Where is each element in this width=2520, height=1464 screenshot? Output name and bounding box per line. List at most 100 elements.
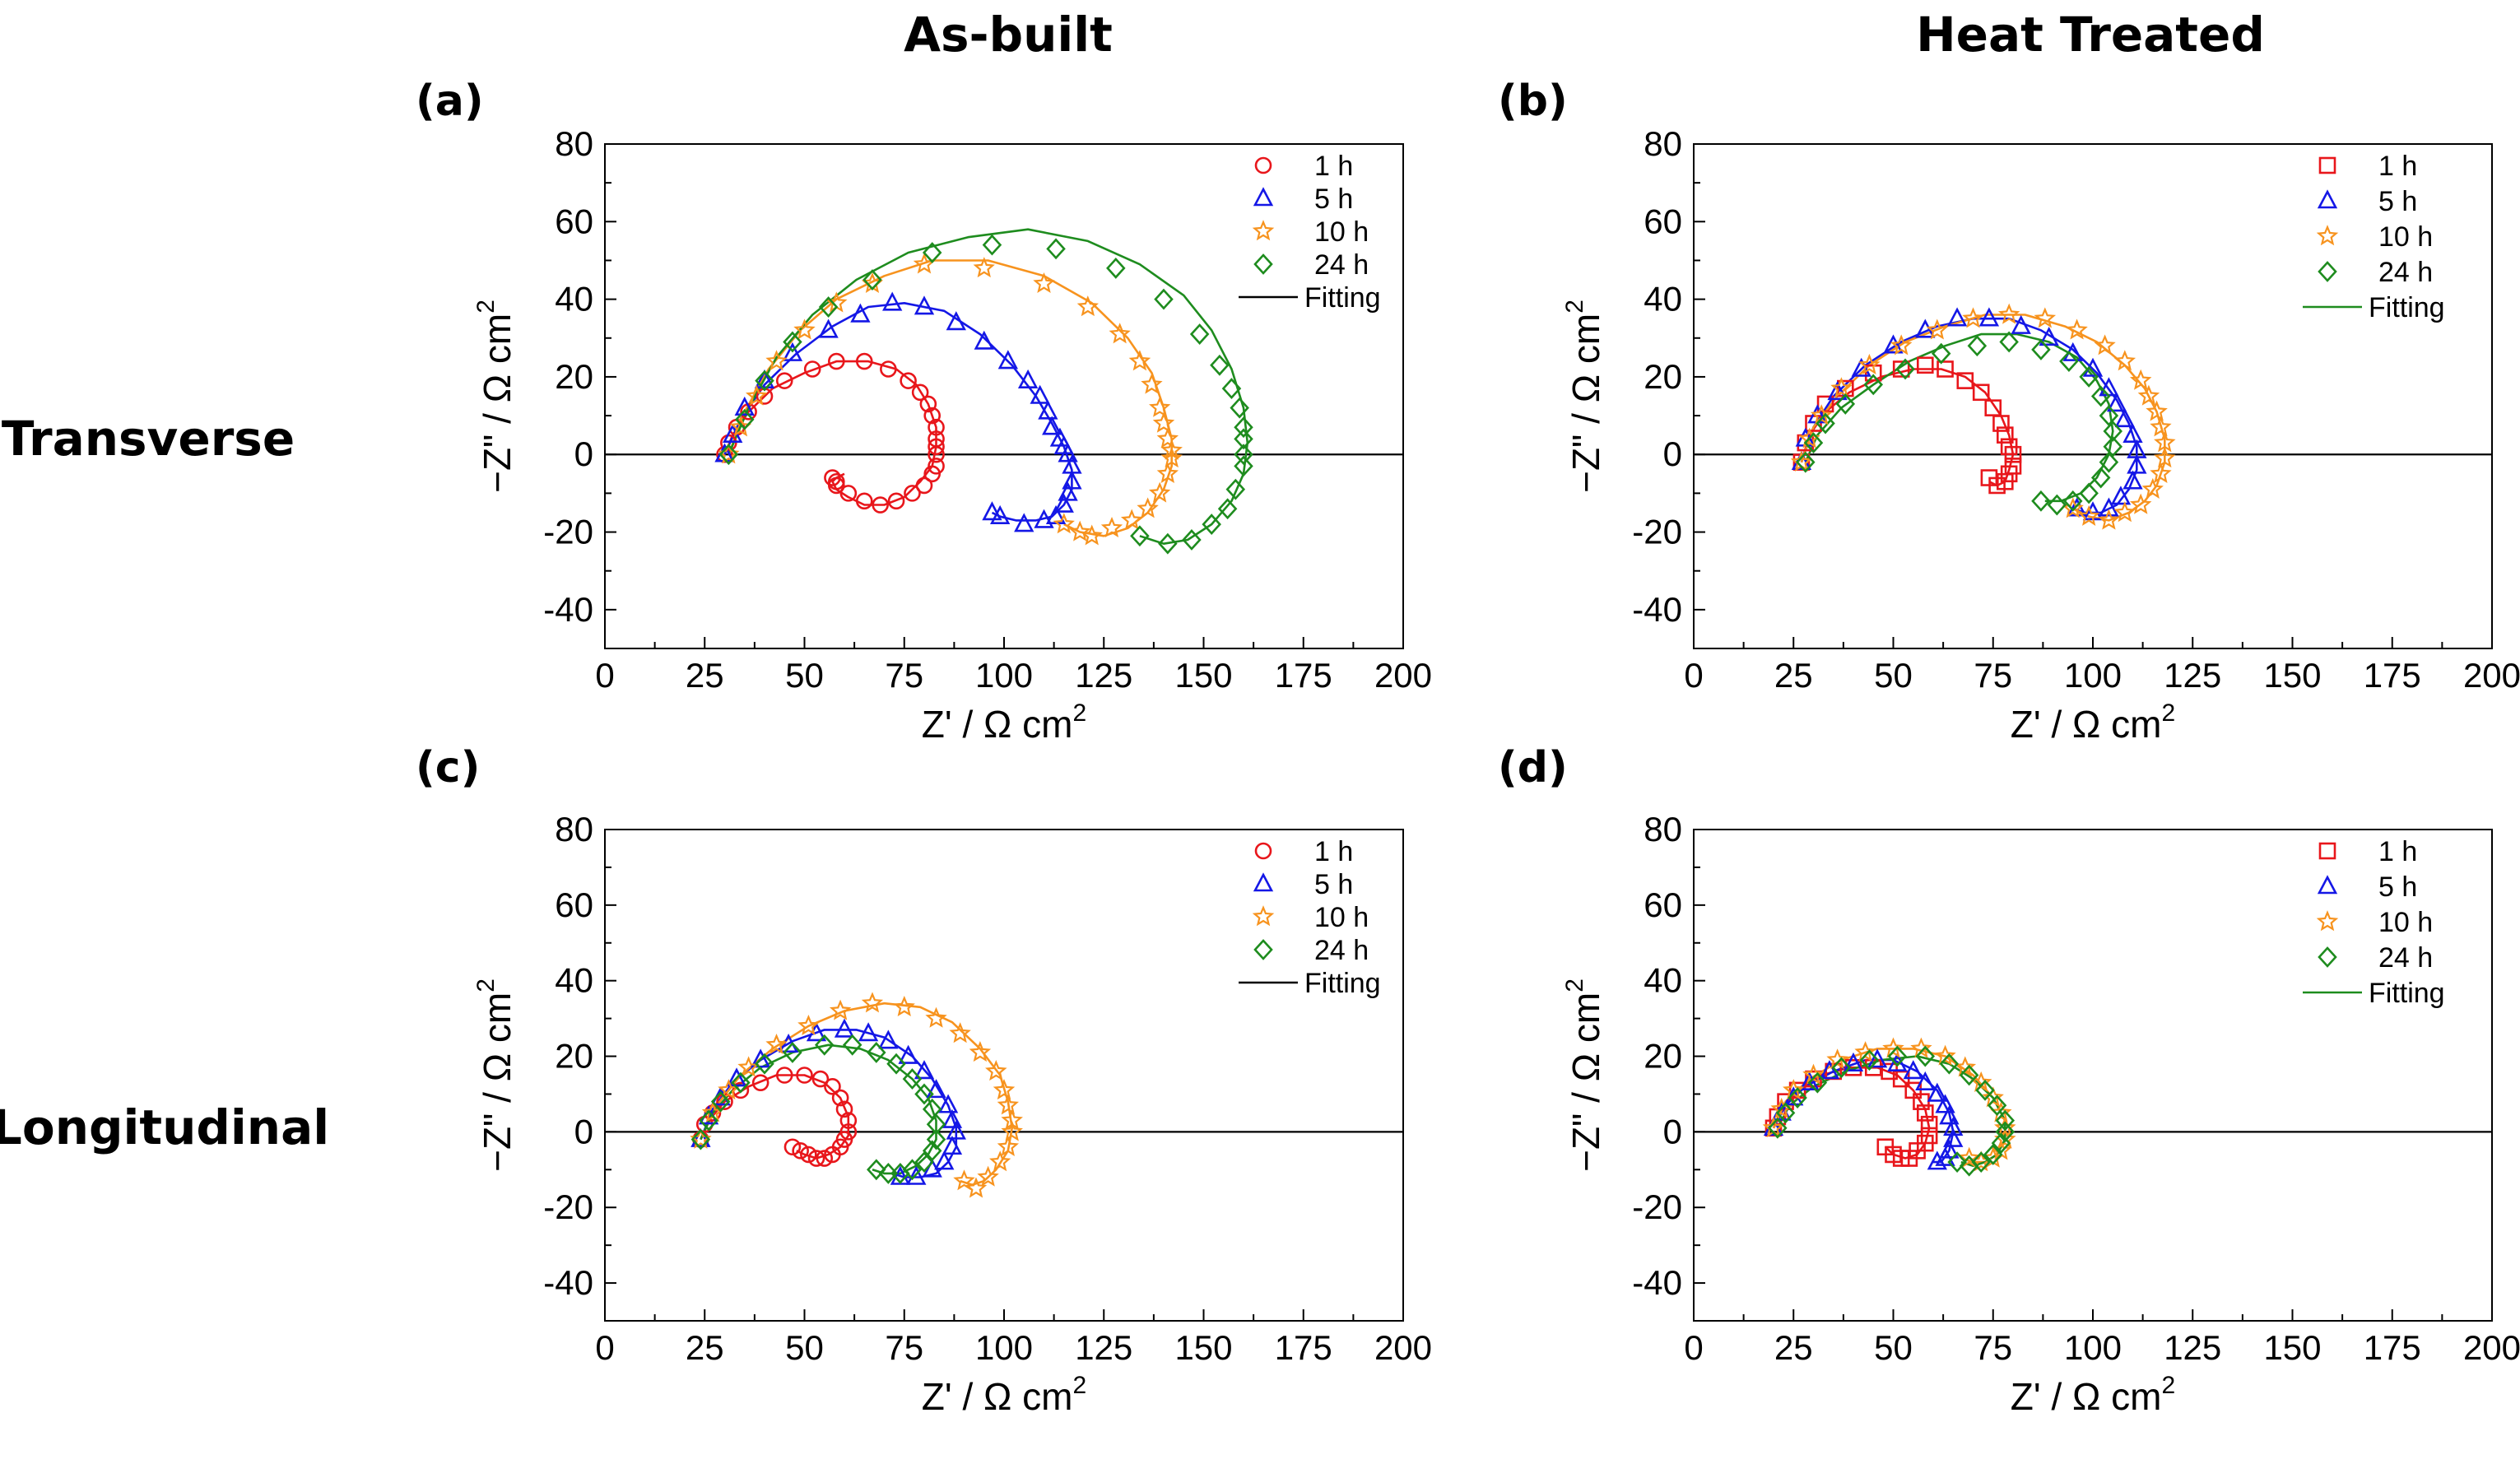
data-point bbox=[1835, 393, 1856, 415]
data-point bbox=[1062, 470, 1082, 490]
data-point bbox=[926, 1079, 946, 1099]
row-header-transverse: Transverse bbox=[2, 411, 295, 467]
data-point bbox=[946, 311, 966, 331]
x-tick-label: 0 bbox=[595, 1328, 614, 1367]
data-point bbox=[734, 408, 755, 430]
data-point bbox=[1042, 416, 1062, 435]
data-point bbox=[1959, 1064, 1979, 1086]
data-point bbox=[1038, 400, 1058, 420]
data-point bbox=[814, 1034, 835, 1056]
data-point bbox=[1160, 447, 1183, 468]
column-header-as-built: As-built bbox=[904, 7, 1113, 63]
x-tick-label: 0 bbox=[595, 656, 614, 695]
data-point bbox=[1225, 478, 1246, 500]
data-point bbox=[2106, 393, 2127, 412]
data-point bbox=[1936, 360, 1954, 378]
y-tick-label: 80 bbox=[1644, 810, 1682, 848]
data-point bbox=[1069, 520, 1091, 541]
x-axis-label-superscript: 2 bbox=[2162, 1372, 2176, 1399]
data-point bbox=[1983, 1144, 2003, 1165]
data-point bbox=[755, 369, 774, 392]
data-point bbox=[835, 1100, 853, 1118]
y-tick-label: 60 bbox=[555, 885, 593, 924]
data-point bbox=[726, 1067, 747, 1087]
data-point bbox=[1182, 529, 1202, 551]
data-point bbox=[1931, 342, 1951, 365]
data-point bbox=[1141, 373, 1163, 394]
data-point bbox=[827, 352, 845, 370]
data-point bbox=[982, 501, 1002, 521]
data-point bbox=[915, 476, 933, 495]
series-10h bbox=[718, 253, 1183, 546]
legend-label: 1 h bbox=[2378, 151, 2417, 182]
data-point bbox=[949, 1022, 971, 1043]
data-point bbox=[1975, 1079, 1995, 1101]
x-tick-label: 200 bbox=[2463, 656, 2520, 695]
data-point bbox=[816, 1150, 834, 1167]
data-point bbox=[775, 372, 793, 389]
fit-line-1h bbox=[723, 360, 937, 506]
data-point bbox=[1217, 498, 1238, 520]
data-point bbox=[737, 1056, 760, 1077]
data-point bbox=[2137, 384, 2160, 406]
legend-marker bbox=[1252, 220, 1275, 241]
x-tick-label: 175 bbox=[2364, 1328, 2421, 1367]
legend-marker bbox=[2318, 156, 2336, 174]
x-tick-label: 200 bbox=[1374, 1328, 1432, 1367]
x-tick-label: 75 bbox=[885, 1328, 923, 1367]
x-axis-label: Z' / Ω cm2 bbox=[2011, 1372, 2175, 1418]
data-point bbox=[867, 1042, 886, 1063]
data-point bbox=[1867, 1048, 1888, 1068]
data-point bbox=[750, 1048, 771, 1068]
data-point bbox=[1100, 516, 1123, 538]
data-point bbox=[734, 396, 755, 416]
x-tick-label: 125 bbox=[1075, 1328, 1132, 1367]
legend-label: 24 h bbox=[2378, 942, 2433, 974]
data-point bbox=[1148, 481, 1171, 503]
data-point bbox=[755, 1053, 774, 1075]
data-point bbox=[922, 242, 942, 263]
x-tick-label: 0 bbox=[1684, 656, 1703, 695]
data-point bbox=[2090, 467, 2111, 489]
data-point bbox=[824, 469, 841, 486]
y-axis-label-superscript: 2 bbox=[1561, 978, 1588, 992]
data-point bbox=[2146, 400, 2168, 421]
data-point bbox=[834, 1018, 855, 1038]
data-point bbox=[2004, 445, 2022, 463]
data-point bbox=[793, 318, 816, 340]
x-tick-label: 25 bbox=[1774, 656, 1813, 695]
data-point bbox=[1962, 307, 1984, 328]
data-point bbox=[1149, 396, 1171, 417]
data-point bbox=[902, 1068, 923, 1090]
y-tick-label: -40 bbox=[543, 590, 593, 629]
data-point bbox=[2114, 408, 2135, 428]
legend-marker bbox=[2316, 910, 2339, 932]
data-point bbox=[1053, 493, 1074, 513]
data-point bbox=[1980, 469, 1998, 486]
fit-line-24h bbox=[728, 228, 1249, 546]
data-point bbox=[1917, 356, 1934, 374]
data-point bbox=[2113, 350, 2136, 371]
data-point bbox=[1927, 1082, 1948, 1102]
data-point bbox=[2141, 477, 2164, 499]
data-point bbox=[1001, 1108, 1023, 1130]
data-point bbox=[855, 492, 873, 510]
data-point bbox=[2094, 334, 2116, 356]
data-point bbox=[2047, 494, 2067, 516]
panel-label: (c) bbox=[416, 743, 480, 792]
x-tick-label: 50 bbox=[785, 1328, 824, 1367]
y-tick-label: -40 bbox=[1632, 1263, 1682, 1302]
data-point bbox=[937, 1094, 959, 1113]
data-point bbox=[982, 234, 1002, 256]
data-point bbox=[2066, 318, 2088, 340]
series-10h bbox=[690, 992, 1023, 1198]
data-point bbox=[754, 369, 775, 388]
y-axis-label-text: −Z" / Ω cm bbox=[476, 992, 518, 1172]
x-tick-label: 100 bbox=[975, 656, 1033, 695]
data-point bbox=[839, 485, 858, 502]
data-point bbox=[783, 331, 802, 353]
data-point bbox=[1917, 1104, 1934, 1122]
data-point bbox=[914, 1083, 934, 1105]
data-point bbox=[923, 465, 941, 483]
